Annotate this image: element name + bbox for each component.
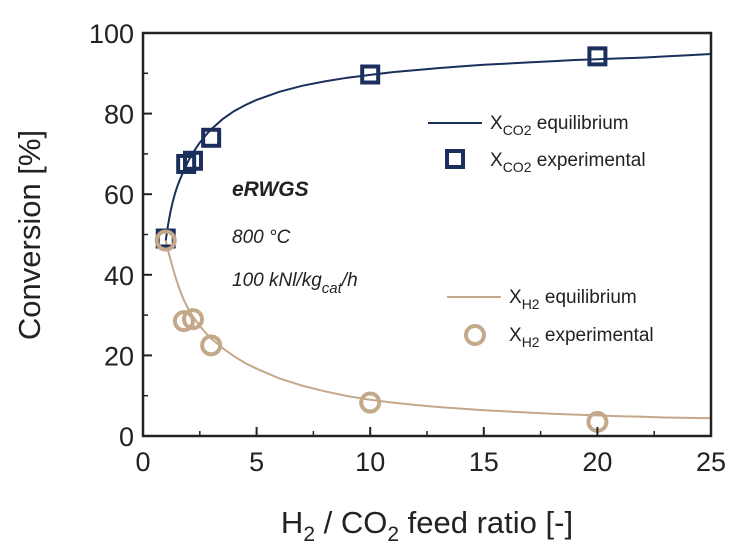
legend-label-xco2-equilibrium: XCO2 equilibrium	[490, 113, 629, 138]
x-axis-title-part: / CO	[315, 505, 387, 540]
legend-label-xh2-equilibrium: XH2 equilibrium	[509, 287, 637, 312]
data-point-xco2_exp	[201, 127, 222, 148]
data-point-xh2_exp	[154, 229, 177, 252]
x-axis-title-sub: 2	[387, 523, 399, 546]
plot-lines	[164, 53, 712, 420]
x-axis-title-part: feed ratio [-]	[399, 505, 573, 540]
annotation-title: eRWGS	[232, 178, 309, 201]
x-axis-title-sub: 2	[303, 523, 315, 546]
series-line-xh2_eq	[164, 240, 712, 420]
x-tick-label: 0	[135, 447, 150, 477]
annotation-ghsv-main: 100 kNl/kg	[232, 270, 322, 291]
y-tick-label: 40	[104, 261, 134, 291]
data-point-xh2_exp	[200, 334, 223, 357]
data-point-xh2_exp	[359, 391, 382, 414]
series-line-xco2_eq	[164, 53, 712, 241]
x-tick-label: 5	[249, 447, 264, 477]
legend-label-xh2-experimental: XH2 experimental	[509, 325, 654, 350]
data-point-xco2_exp	[587, 46, 608, 67]
axis-ticks: 0 5 10 15 20 25 0 20 40 60 80 100	[89, 19, 726, 477]
legend: XCO2 equilibrium XCO2 experimental XH2 e…	[428, 113, 654, 350]
data-point-xh2_exp	[172, 310, 195, 333]
annotation-ghsv-tail: /h	[340, 270, 358, 291]
legend-swatch-xco2-experimental	[445, 149, 465, 169]
y-tick-label: 20	[104, 341, 134, 371]
x-tick-label: 25	[696, 447, 726, 477]
data-point-xco2_exp	[360, 64, 381, 85]
y-tick-label: 60	[104, 180, 134, 210]
x-tick-label: 15	[469, 447, 499, 477]
x-axis-title-part: H	[281, 505, 303, 540]
annotation-temperature: 800 °C	[232, 227, 291, 248]
annotation-ghsv-sub: cat	[322, 280, 343, 297]
legend-swatch-xh2-experimental	[464, 324, 486, 346]
data-point-xco2_exp	[182, 150, 203, 171]
data-point-xh2_exp	[181, 308, 204, 331]
plot-frame	[141, 31, 713, 438]
y-tick-label: 0	[119, 422, 134, 452]
annotation-ghsv: 100 kNl/kgcat/h	[232, 270, 358, 297]
x-axis-title: H2 / CO2 feed ratio [-]	[281, 505, 573, 546]
y-tick-label: 80	[104, 100, 134, 130]
x-tick-label: 10	[355, 447, 385, 477]
y-axis-title: Conversion [%]	[12, 130, 47, 340]
y-tick-label: 100	[89, 19, 134, 49]
legend-label-xco2-experimental: XCO2 experimental	[490, 150, 646, 175]
x-tick-label: 20	[582, 447, 612, 477]
plot-markers	[154, 46, 609, 433]
